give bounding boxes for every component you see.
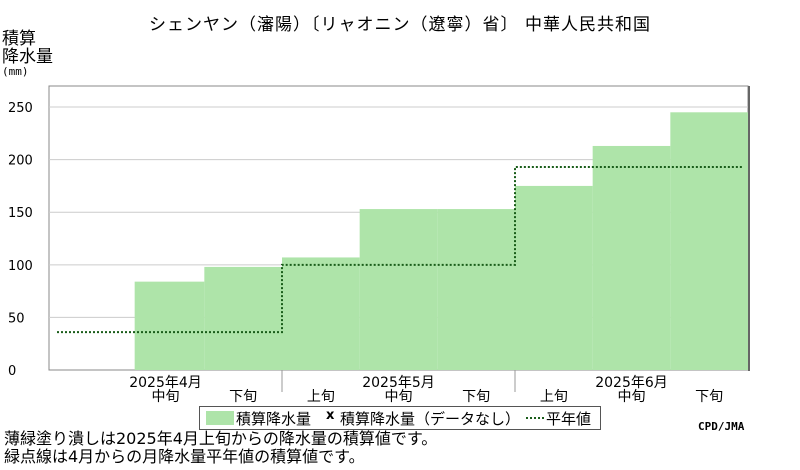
note-line-2: 緑点線は4月からの月降水量平年値の積算値です。: [4, 447, 365, 466]
legend-missing-label: 積算降水量（データなし）: [340, 410, 521, 428]
y-tick-label: 50: [8, 311, 25, 326]
chart-title: シェンヤン（瀋陽）〔リャオニン（遼寧）省〕 中華人民共和国: [149, 15, 651, 35]
legend-dotted-line-swatch: [526, 417, 544, 419]
precip-bar: [204, 266, 282, 370]
x-month-label: 2025年6月: [595, 375, 668, 391]
legend-missing-marker: x: [326, 408, 335, 423]
y-axis-label-line-2: 降水量: [2, 47, 53, 67]
precip-bar: [134, 281, 205, 370]
x-period-label: 上旬: [307, 389, 335, 405]
x-period-label: 中旬: [152, 389, 180, 405]
precip-bar: [670, 112, 748, 370]
y-axis-unit: (mm): [2, 65, 29, 78]
legend: 積算降水量 x 積算降水量（データなし） 平年値: [199, 406, 601, 430]
legend-fill-swatch: [206, 411, 234, 425]
note-line-1: 薄緑塗り潰しは2025年4月上旬からの降水量の積算値です。: [4, 429, 438, 448]
x-period-label: 中旬: [385, 389, 413, 405]
legend-observed-label: 積算降水量: [236, 410, 312, 428]
x-period-label: 上旬: [540, 389, 568, 405]
x-month-label: 2025年4月: [129, 375, 202, 391]
y-axis-label: 積算 降水量 (mm): [2, 30, 53, 78]
y-tick-label: 100: [8, 259, 33, 274]
y-tick-label: 0: [8, 364, 16, 379]
precip-bar: [282, 257, 360, 370]
y-tick-label: 150: [8, 206, 33, 221]
precip-bar: [592, 145, 671, 370]
x-period-label: 中旬: [618, 389, 646, 405]
precip-bar: [359, 209, 438, 370]
credit-label: CPD/JMA: [698, 420, 745, 433]
x-month-label: 2025年5月: [362, 375, 435, 391]
y-axis-label-line-1: 積算: [2, 29, 36, 49]
precip-bar: [437, 209, 515, 370]
x-period-label: 下旬: [695, 389, 723, 405]
y-tick-label: 200: [8, 154, 33, 169]
precip-bar: [515, 185, 593, 370]
legend-normal-label: 平年値: [546, 410, 592, 428]
x-period-label: 下旬: [462, 389, 490, 405]
normal-line: [57, 165, 742, 334]
y-tick-label: 250: [8, 101, 33, 116]
x-period-label: 下旬: [229, 389, 257, 405]
